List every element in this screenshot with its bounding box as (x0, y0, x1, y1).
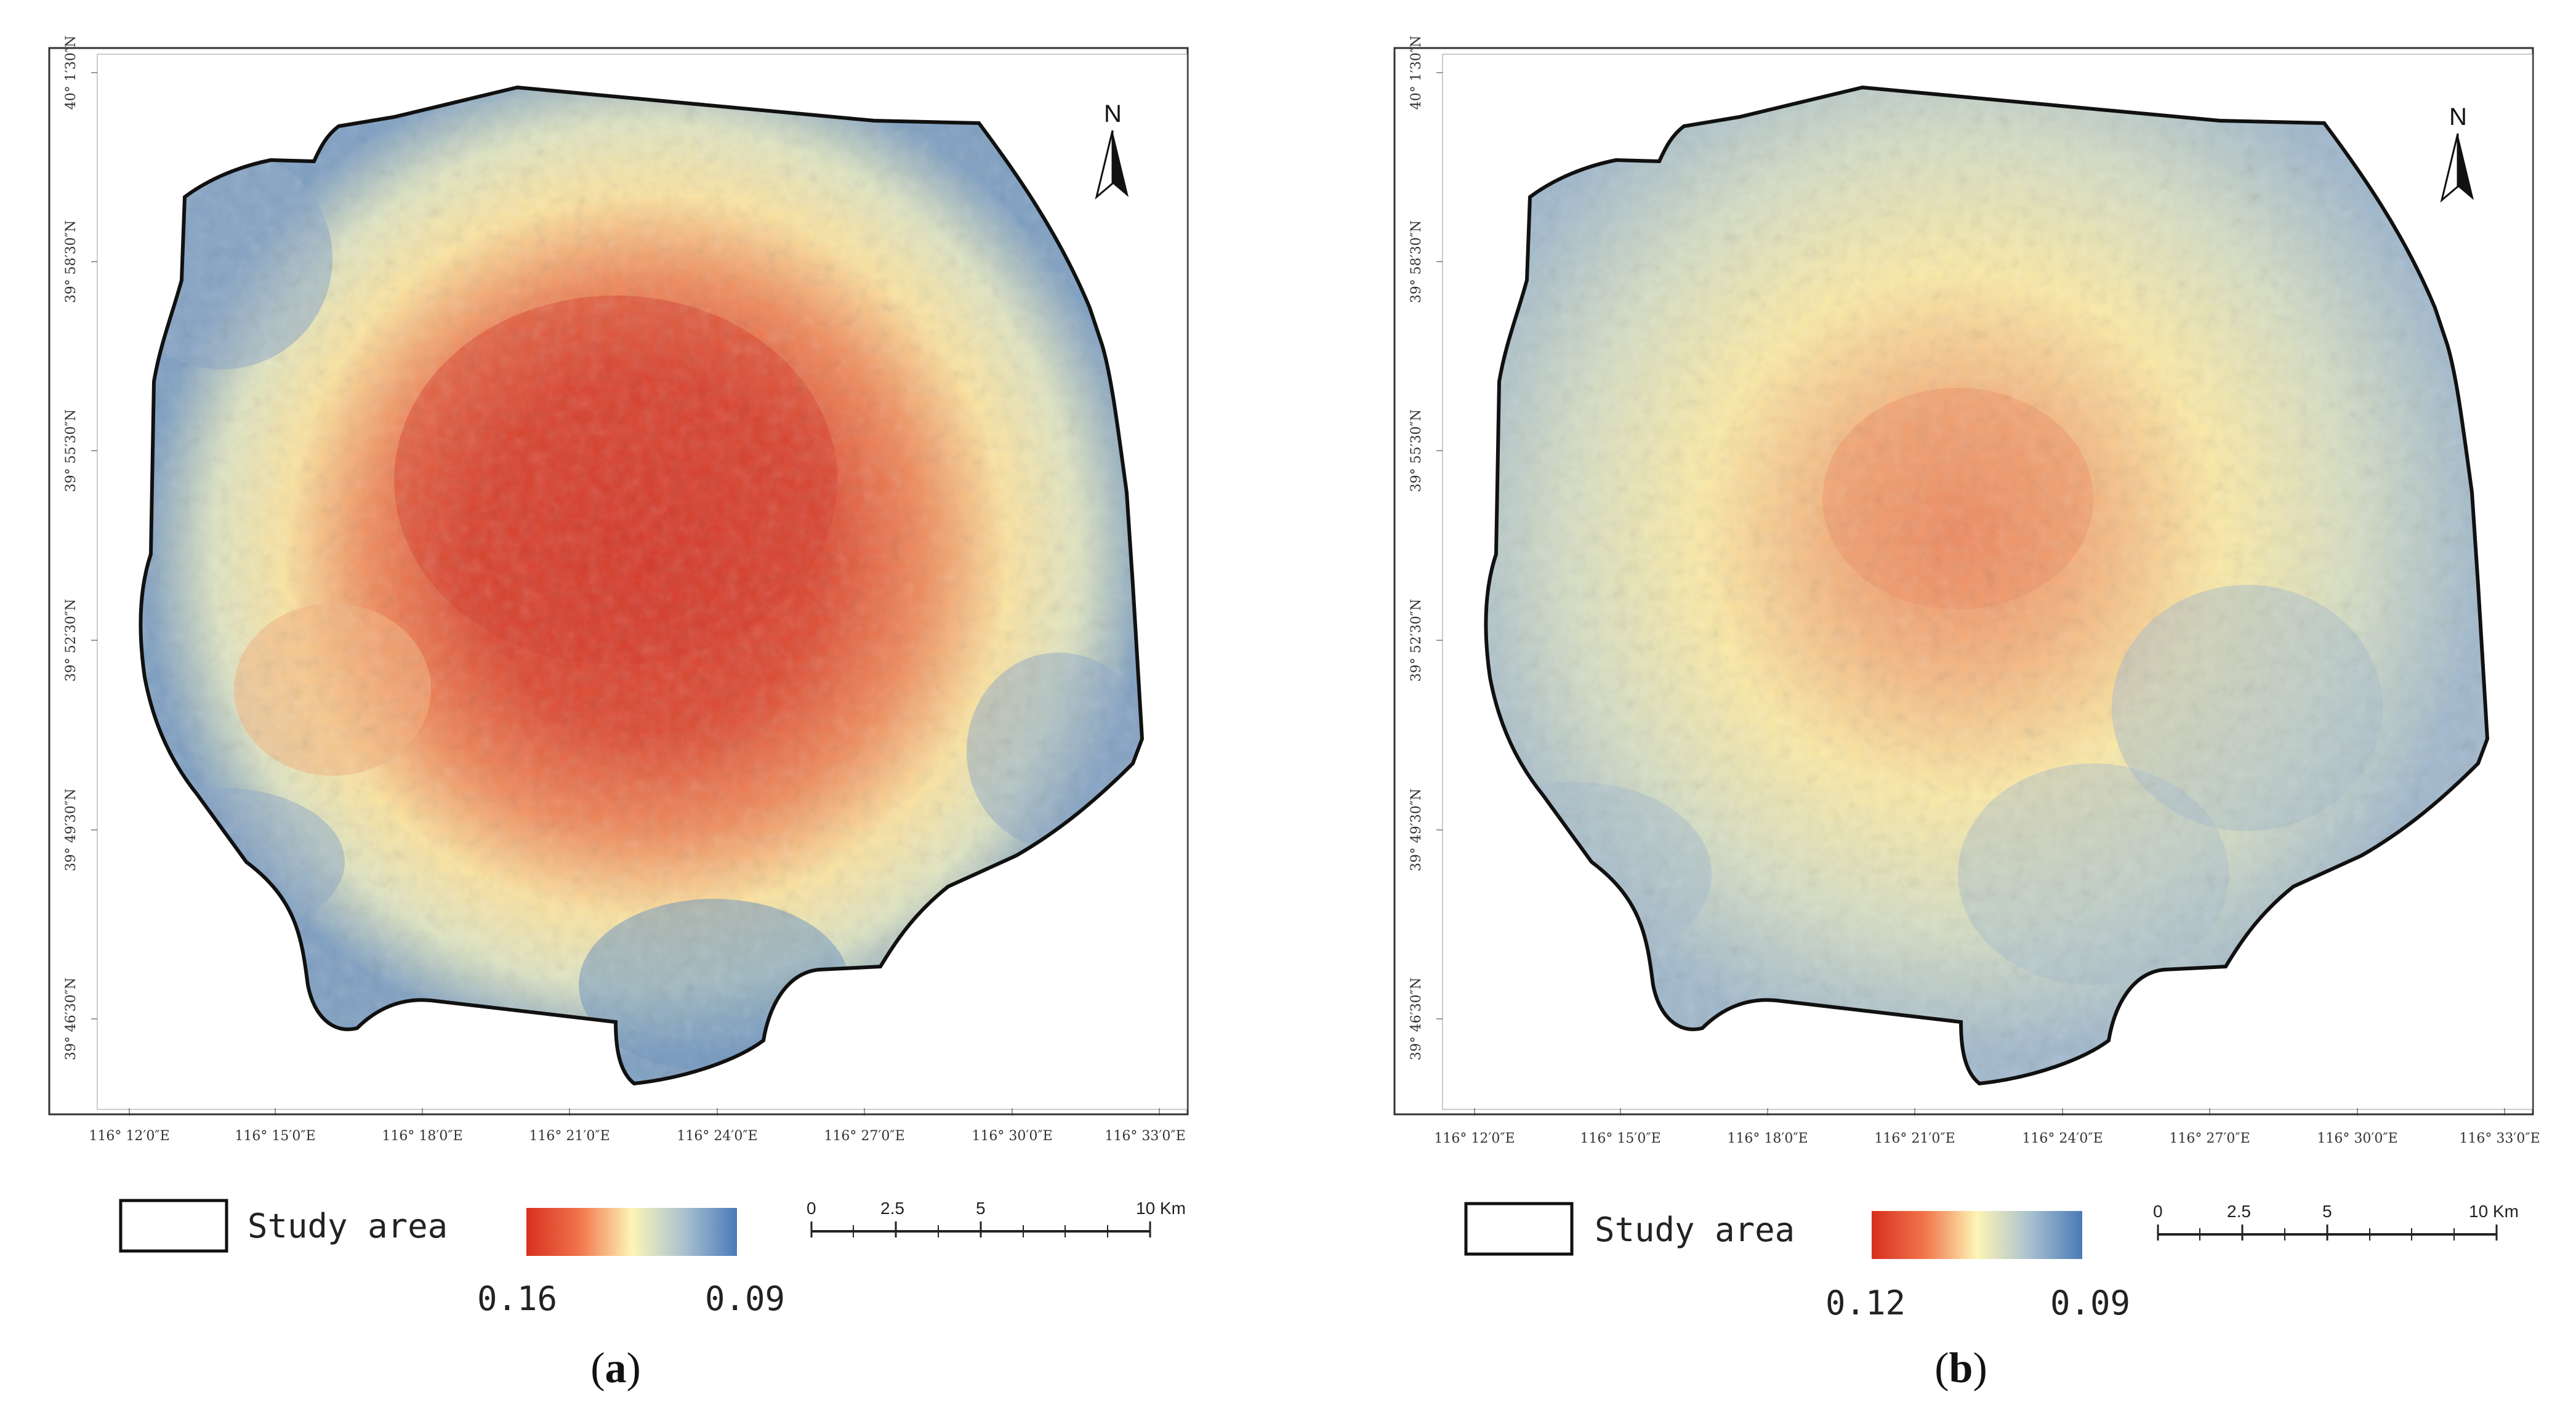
north-label-a: N (1104, 100, 1122, 127)
study-area-legend-swatch (1464, 1202, 1574, 1256)
intensity-map-a (140, 87, 1143, 1084)
panel-caption-a: (a) (590, 1345, 641, 1392)
study-area-legend-label: Study area (1595, 1210, 1795, 1249)
scale-bar-b: 0 2.5 5 10 Km (2153, 1202, 2519, 1241)
north-arrow-b: N (2440, 103, 2474, 203)
panel-a: N 116° 12′0″E 116° 15′0″E 116° 18′0″E 11… (48, 36, 1189, 1392)
legend-low-value: 0.09 (2050, 1284, 2130, 1322)
color-ramp (526, 1208, 737, 1256)
lon-tick-label: 116° 15′0″E (1580, 1131, 1660, 1146)
caption-letter-a: a (605, 1345, 627, 1392)
lon-tick-label: 116° 27′0″E (2169, 1131, 2250, 1146)
map-frame-b (1393, 47, 2534, 1116)
scale-label: 5 (976, 1199, 986, 1218)
scale-label: 10 Km (2469, 1202, 2519, 1221)
scale-bar-a: 0 2.5 5 10 Km (807, 1199, 1186, 1237)
legend-high-value: 0.16 (477, 1279, 557, 1318)
lon-ticks-a: 116° 12′0″E 116° 15′0″E 116° 18′0″E 116°… (89, 1108, 1186, 1144)
scale-label: 2.5 (880, 1199, 904, 1218)
lon-tick-label: 116° 30′0″E (2317, 1131, 2397, 1146)
lat-tick-label: 39° 58′30″N (63, 220, 79, 303)
intensity-map-b (1486, 87, 2488, 1084)
panel-caption-b: (b) (1934, 1345, 1987, 1392)
lat-tick-label: 39° 52′30″N (63, 599, 79, 682)
lon-tick-label: 116° 12′0″E (89, 1128, 169, 1144)
lat-tick-label: 40° 1′30″N (63, 36, 79, 110)
lat-ticks-b: 40° 1′30″N 39° 58′30″N 39° 55′30″N 39° 5… (1409, 36, 1443, 1060)
legend-b: Study area 0.12 0.09 (1464, 1202, 2130, 1322)
lon-tick-label: 116° 24′0″E (677, 1128, 757, 1144)
lat-tick-label: 39° 55′30″N (63, 409, 79, 492)
lat-tick-label: 39° 52′30″N (1409, 599, 1424, 682)
scale-label: 0 (2153, 1202, 2163, 1221)
legend-high-value: 0.12 (1825, 1284, 1906, 1322)
lon-tick-label: 116° 12′0″E (1434, 1131, 1515, 1146)
color-ramp (1872, 1211, 2082, 1259)
legend-a: Study area 0.16 0.09 (119, 1199, 785, 1318)
lat-tick-label: 39° 46′30″N (1409, 978, 1424, 1060)
scale-label: 0 (807, 1199, 816, 1218)
lat-tick-label: 39° 55′30″N (1409, 409, 1424, 492)
north-arrow-a: N (1095, 100, 1129, 200)
lon-tick-label: 116° 27′0″E (824, 1128, 904, 1144)
lon-tick-label: 116° 18′0″E (1727, 1131, 1808, 1146)
lon-tick-label: 116° 33′0″E (1105, 1128, 1185, 1144)
lon-tick-label: 116° 30′0″E (972, 1128, 1052, 1144)
lon-tick-label: 116° 21′0″E (1874, 1131, 1955, 1146)
lat-tick-label: 39° 49′30″N (1409, 789, 1424, 871)
lat-tick-label: 39° 49′30″N (63, 789, 79, 871)
lon-tick-label: 116° 18′0″E (382, 1128, 462, 1144)
map-frame-b-inner (1442, 54, 2533, 1110)
map-frame-a-inner (97, 54, 1188, 1110)
scale-label: 5 (2322, 1202, 2332, 1221)
scale-label: 10 Km (1136, 1199, 1186, 1218)
lon-tick-label: 116° 15′0″E (235, 1128, 315, 1144)
caption-letter-b: b (1949, 1345, 1973, 1392)
lat-tick-label: 39° 58′30″N (1409, 220, 1424, 303)
legend-low-value: 0.09 (705, 1279, 785, 1318)
panel-b: N 116° 12′0″E 116° 15′0″E 116° 18′0″E 11… (1393, 36, 2540, 1392)
lat-tick-label: 39° 46′30″N (63, 978, 79, 1060)
lon-tick-label: 116° 21′0″E (529, 1128, 610, 1144)
lon-ticks-b: 116° 12′0″E 116° 15′0″E 116° 18′0″E 116°… (1434, 1108, 2540, 1146)
lon-tick-label: 116° 24′0″E (2022, 1131, 2103, 1146)
north-label-b: N (2449, 103, 2467, 131)
scale-label: 2.5 (2227, 1202, 2251, 1221)
map-frame-a (48, 47, 1189, 1116)
study-area-legend-label: Study area (248, 1207, 448, 1245)
lon-tick-label: 116° 33′0″E (2459, 1131, 2540, 1146)
lat-ticks-a: 40° 1′30″N 39° 58′30″N 39° 55′30″N 39° 5… (63, 36, 97, 1060)
lat-tick-label: 40° 1′30″N (1409, 36, 1424, 110)
study-area-legend-swatch (119, 1199, 228, 1253)
